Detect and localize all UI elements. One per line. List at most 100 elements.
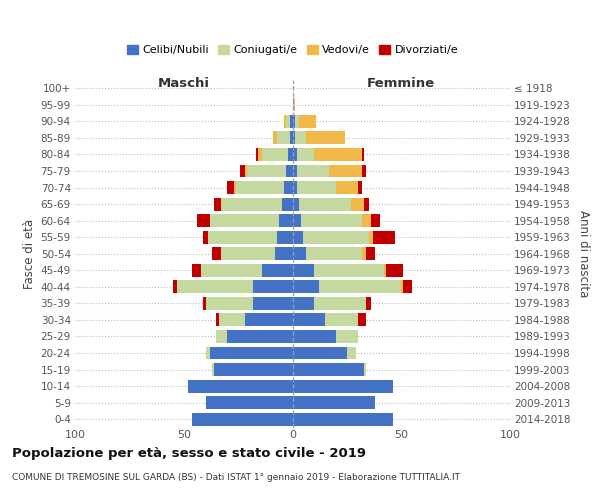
Bar bbox=[358, 314, 367, 326]
Bar bbox=[319, 280, 401, 293]
Bar bbox=[258, 148, 262, 161]
Bar bbox=[295, 132, 305, 144]
Bar bbox=[193, 264, 201, 277]
Bar bbox=[314, 148, 362, 161]
Bar bbox=[214, 363, 293, 376]
Bar bbox=[205, 396, 293, 409]
Bar bbox=[281, 198, 293, 210]
Bar bbox=[280, 214, 293, 227]
Bar bbox=[290, 115, 293, 128]
Bar bbox=[221, 198, 281, 210]
Bar bbox=[293, 297, 314, 310]
Bar bbox=[304, 230, 368, 243]
Bar bbox=[293, 230, 304, 243]
Bar bbox=[297, 148, 314, 161]
Bar bbox=[362, 248, 367, 260]
Bar bbox=[305, 248, 362, 260]
Legend: Celibi/Nubili, Coniugati/e, Vedovi/e, Divorziati/e: Celibi/Nubili, Coniugati/e, Vedovi/e, Di… bbox=[122, 40, 463, 60]
Bar bbox=[325, 314, 358, 326]
Bar bbox=[295, 115, 299, 128]
Bar bbox=[208, 230, 277, 243]
Bar bbox=[275, 248, 293, 260]
Bar bbox=[210, 346, 293, 360]
Bar bbox=[347, 346, 356, 360]
Bar bbox=[301, 214, 362, 227]
Bar bbox=[227, 181, 234, 194]
Bar bbox=[364, 198, 368, 210]
Text: COMUNE DI TREMOSINE SUL GARDA (BS) - Dati ISTAT 1° gennaio 2019 - Elaborazione T: COMUNE DI TREMOSINE SUL GARDA (BS) - Dat… bbox=[12, 472, 460, 482]
Bar bbox=[221, 248, 275, 260]
Bar bbox=[299, 198, 351, 210]
Bar bbox=[234, 181, 236, 194]
Bar bbox=[314, 297, 367, 310]
Bar bbox=[293, 314, 325, 326]
Bar bbox=[188, 380, 293, 392]
Bar bbox=[293, 346, 347, 360]
Bar bbox=[284, 181, 293, 194]
Bar bbox=[177, 280, 253, 293]
Bar bbox=[314, 264, 384, 277]
Bar bbox=[293, 363, 364, 376]
Bar bbox=[284, 115, 286, 128]
Bar bbox=[362, 164, 367, 177]
Bar bbox=[256, 148, 258, 161]
Bar bbox=[203, 230, 208, 243]
Bar bbox=[299, 115, 316, 128]
Bar bbox=[210, 214, 280, 227]
Text: Maschi: Maschi bbox=[158, 76, 210, 90]
Bar bbox=[236, 181, 284, 194]
Bar bbox=[217, 330, 227, 343]
Bar bbox=[290, 132, 293, 144]
Bar bbox=[305, 132, 345, 144]
Bar bbox=[293, 132, 295, 144]
Bar bbox=[297, 164, 329, 177]
Bar bbox=[403, 280, 412, 293]
Bar bbox=[245, 314, 293, 326]
Y-axis label: Anni di nascita: Anni di nascita bbox=[577, 210, 590, 298]
Bar bbox=[384, 264, 386, 277]
Bar bbox=[293, 380, 392, 392]
Bar bbox=[293, 115, 295, 128]
Bar bbox=[293, 248, 305, 260]
Bar bbox=[293, 264, 314, 277]
Bar bbox=[401, 280, 403, 293]
Bar bbox=[286, 115, 290, 128]
Bar bbox=[293, 198, 299, 210]
Bar bbox=[336, 330, 358, 343]
Bar bbox=[277, 230, 293, 243]
Bar bbox=[288, 148, 293, 161]
Bar bbox=[277, 132, 290, 144]
Bar bbox=[293, 148, 297, 161]
Bar bbox=[293, 396, 375, 409]
Bar bbox=[214, 198, 221, 210]
Bar bbox=[247, 164, 286, 177]
Bar bbox=[262, 264, 293, 277]
Bar bbox=[212, 248, 221, 260]
Text: Popolazione per età, sesso e stato civile - 2019: Popolazione per età, sesso e stato civil… bbox=[12, 448, 366, 460]
Bar bbox=[364, 363, 367, 376]
Bar bbox=[227, 330, 293, 343]
Y-axis label: Fasce di età: Fasce di età bbox=[23, 218, 37, 289]
Bar bbox=[286, 164, 293, 177]
Bar bbox=[293, 98, 295, 112]
Bar bbox=[173, 280, 177, 293]
Text: Femmine: Femmine bbox=[367, 76, 436, 90]
Bar bbox=[386, 264, 403, 277]
Bar bbox=[293, 413, 392, 426]
Bar bbox=[293, 164, 297, 177]
Bar bbox=[205, 297, 253, 310]
Bar bbox=[205, 346, 210, 360]
Bar bbox=[212, 363, 214, 376]
Bar bbox=[336, 181, 358, 194]
Bar bbox=[273, 132, 277, 144]
Bar bbox=[367, 297, 371, 310]
Bar bbox=[253, 297, 293, 310]
Bar bbox=[358, 181, 362, 194]
Bar bbox=[217, 314, 218, 326]
Bar bbox=[240, 164, 245, 177]
Bar bbox=[351, 198, 364, 210]
Bar bbox=[297, 181, 336, 194]
Bar bbox=[201, 264, 262, 277]
Bar bbox=[203, 297, 205, 310]
Bar bbox=[371, 214, 380, 227]
